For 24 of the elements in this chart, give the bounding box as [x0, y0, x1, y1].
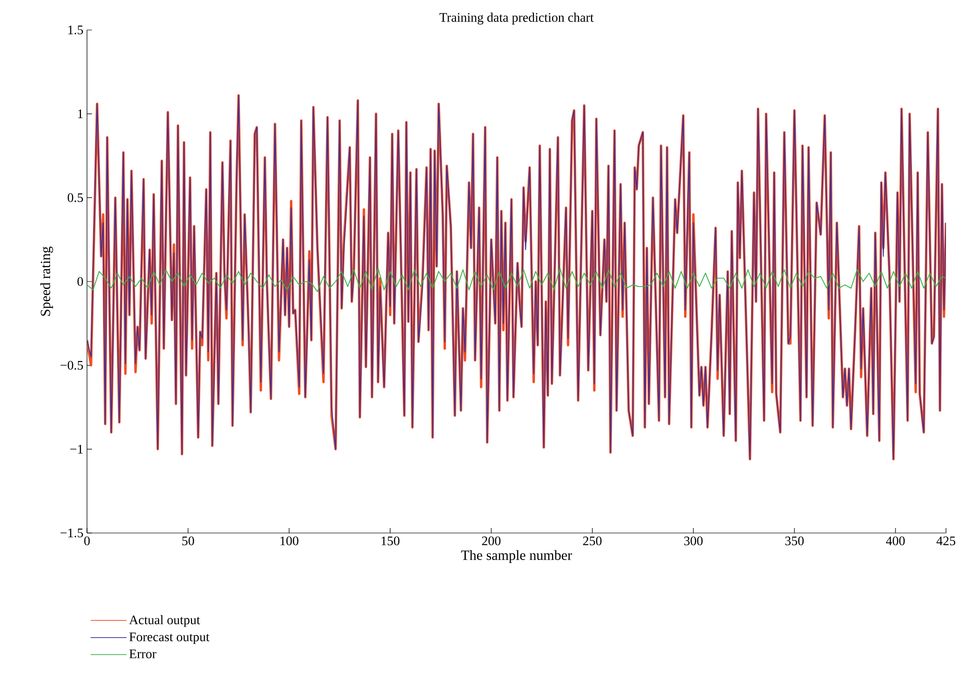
y-axis-title: Speed rating	[40, 246, 54, 316]
legend-label: Actual output	[129, 615, 200, 627]
line-series	[87, 268, 946, 292]
x-tick-label: 50	[182, 536, 194, 546]
x-tick-label: 425	[936, 536, 956, 546]
x-tick-label: 200	[482, 536, 500, 546]
x-axis-title: The sample number	[461, 550, 572, 563]
legend-label: Error	[129, 650, 156, 658]
x-tick-label: 300	[684, 536, 703, 546]
x-tick-label: 400	[886, 536, 905, 546]
x-tick-label: 250	[583, 536, 602, 546]
x-tick-label: 100	[280, 536, 298, 546]
legend-label: Forecast output	[129, 632, 210, 644]
y-tick-label: −1.5	[60, 528, 83, 538]
x-tick-label: 0	[84, 536, 90, 546]
chart-title: Training data prediction chart	[440, 12, 594, 25]
y-tick-label: 0	[77, 277, 83, 286]
y-tick-label: −1	[70, 444, 83, 454]
y-tick-label: 0.5	[68, 193, 83, 202]
y-tick-label: 1	[78, 110, 83, 118]
y-tick-label: −0.5	[60, 360, 83, 370]
x-tick-label: 350	[785, 536, 804, 546]
x-tick-label: 150	[382, 536, 400, 546]
y-tick-label: 1.5	[68, 26, 83, 34]
